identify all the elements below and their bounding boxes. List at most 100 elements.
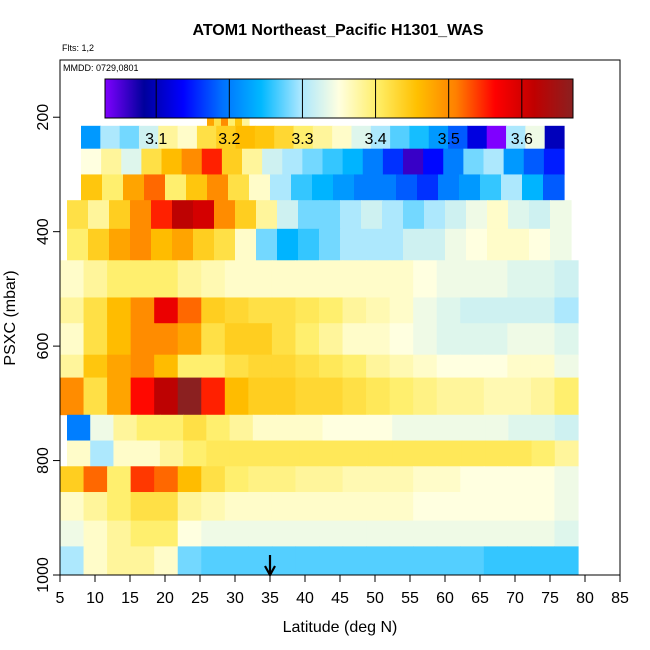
heatmap-cell (130, 297, 155, 324)
heatmap-cell (319, 354, 344, 378)
heatmap-cell (252, 440, 277, 467)
colorbar-tick-label: 3.6 (511, 131, 533, 148)
heatmap-cell (508, 200, 530, 230)
heatmap-cell (107, 520, 132, 547)
heatmap-cell (487, 200, 509, 230)
heatmap-cell (382, 148, 404, 175)
heatmap-cell (121, 148, 142, 175)
heatmap-cell (107, 492, 132, 522)
heatmap-cell (525, 125, 546, 150)
heatmap-cell (228, 174, 250, 201)
heatmap-cell (554, 323, 579, 356)
heatmap-cell (183, 414, 207, 441)
heatmap-cell (340, 200, 362, 230)
heatmap-cell (270, 174, 292, 201)
x-tick-label: 20 (156, 590, 174, 607)
heatmap-cell (483, 466, 508, 493)
heatmap-cell (102, 174, 124, 201)
heatmap-cell (438, 414, 463, 441)
heatmap-cell (463, 148, 485, 175)
heatmap-cell (90, 414, 115, 441)
heatmap-cell (438, 174, 460, 201)
heatmap-cell (113, 414, 138, 441)
heatmap-cell (130, 377, 155, 416)
heatmap-cell (368, 414, 393, 441)
heatmap-cell (201, 354, 226, 378)
heatmap-cell (342, 297, 367, 324)
y-axis-label: PSXC (mbar) (2, 270, 19, 365)
heatmap-cell (130, 228, 152, 261)
heatmap-cell (531, 414, 556, 441)
heatmap-cell (340, 228, 362, 261)
heatmap-cell (319, 323, 344, 356)
heatmap-cell (530, 297, 556, 324)
heatmap-cell (60, 323, 85, 356)
heatmap-cell (366, 466, 391, 493)
heatmap-cell (229, 414, 254, 441)
heatmap-cell (409, 125, 430, 150)
heatmap-cell (235, 228, 257, 261)
x-tick-label: 60 (436, 590, 454, 607)
x-axis-label: Latitude (deg N) (283, 619, 398, 636)
heatmap-cell (501, 174, 523, 201)
heatmap-cell (483, 148, 505, 175)
heatmap-cell (159, 440, 184, 467)
heatmap-cell (295, 520, 320, 547)
heatmap-cell (107, 466, 132, 493)
mmdd-label: MMDD: 0729,0801 (63, 63, 139, 73)
x-tick-label: 15 (121, 590, 139, 607)
heatmap-cell (554, 440, 579, 467)
heatmap-cell (507, 323, 532, 356)
heatmap-cell (413, 520, 438, 547)
heatmap-cell (438, 440, 463, 467)
heatmap-cell (531, 440, 556, 467)
heatmap-cell (271, 492, 297, 522)
heatmap-cell (319, 546, 344, 576)
heatmap-cell (88, 228, 110, 261)
heatmap-cell (295, 466, 320, 493)
heatmap-cell (177, 260, 202, 298)
heatmap-cell (83, 377, 108, 416)
heatmap-cell (83, 323, 108, 356)
heatmap-cell (366, 520, 391, 547)
heatmap-cell (151, 228, 173, 261)
heatmap-cell (295, 323, 320, 356)
heatmap-cell (485, 440, 509, 467)
heatmap-cell (201, 492, 226, 522)
heatmap-cell (249, 174, 271, 201)
heatmap-cell (177, 354, 202, 378)
heatmap-cell (423, 148, 444, 175)
heatmap-cell (480, 174, 502, 201)
heatmap-cell (154, 354, 179, 378)
heatmap-cell (366, 546, 391, 576)
heatmap-cell (554, 354, 579, 378)
heatmap-cell (299, 414, 324, 441)
heatmap-cell (487, 228, 509, 261)
heatmap-cell (523, 148, 545, 175)
heatmap-cell (483, 492, 508, 522)
heatmap-cell (271, 546, 297, 576)
heatmap-cell (436, 466, 461, 493)
heatmap-cell (130, 354, 155, 378)
heatmap-cell (67, 414, 91, 441)
x-tick-label: 10 (86, 590, 104, 607)
heatmap-cell (366, 323, 391, 356)
heatmap-cell (154, 377, 179, 416)
heatmap-cell (81, 125, 101, 150)
x-tick-label: 50 (366, 590, 384, 607)
y-tick-label: 400 (35, 218, 52, 245)
heatmap-cell (436, 546, 461, 576)
heatmap-cell (248, 354, 273, 378)
heatmap-cell (224, 354, 249, 378)
heatmap-cell (460, 377, 485, 416)
heatmap-cell (460, 492, 485, 522)
heatmap-cell (461, 440, 486, 467)
heatmap-cell (224, 377, 249, 416)
heatmap-cell (277, 228, 299, 261)
heatmap-cell (483, 377, 508, 416)
heatmap-cell (342, 260, 367, 298)
heatmap-cell (119, 125, 140, 150)
heatmap-cell (554, 492, 579, 522)
heatmap-cell (554, 414, 579, 441)
heatmap-cell (530, 323, 556, 356)
